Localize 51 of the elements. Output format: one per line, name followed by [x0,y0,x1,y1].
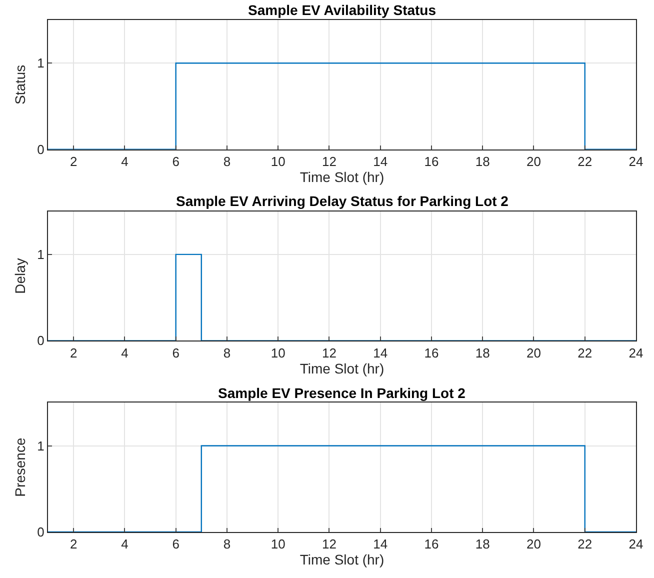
x-tick-label: 10 [270,536,286,552]
y-tick-label: 0 [37,524,44,540]
x-tick-label: 24 [628,345,644,360]
chart-title: Sample EV Arriving Delay Status for Parking Lot 2 [176,193,509,209]
x-tick-label: 18 [475,345,490,360]
x-tick-label: 20 [526,536,541,552]
x-tick-label: 14 [373,536,388,552]
x-tick-label: 16 [424,345,439,360]
x-tick-label: 2 [70,345,78,360]
x-tick-label: 6 [172,345,180,360]
x-tick-label: 2 [70,154,78,169]
x-axis-title: Time Slot (hr) [300,552,384,568]
x-tick-label: 2 [70,536,78,552]
x-tick-label: 18 [475,536,490,552]
x-tick-label: 16 [424,536,439,552]
x-axis-title: Time Slot (hr) [300,360,384,376]
x-tick-label: 16 [424,154,439,169]
x-tick-label: 12 [322,536,336,552]
x-tick-label: 12 [322,345,336,360]
x-tick-label: 10 [270,345,286,360]
x-tick-label: 14 [373,154,388,169]
y-tick-label: 1 [37,56,44,71]
y-tick-label: 0 [37,142,44,157]
x-tick-label: 8 [223,154,231,169]
y-tick-label: 1 [37,438,44,454]
x-tick-label: 22 [578,154,592,169]
x-tick-label: 8 [223,536,231,552]
x-tick-label: 22 [578,345,592,360]
y-tick-label: 1 [37,246,44,262]
chart-title: Sample EV Avilability Status [248,2,436,18]
x-tick-label: 8 [223,345,231,360]
x-tick-label: 20 [526,154,541,169]
x-tick-label: 4 [121,536,128,552]
x-axis-title: Time Slot (hr) [300,168,384,185]
y-axis-title: Status [12,64,28,105]
y-axis-title: Presence [12,438,28,497]
x-tick-label: 24 [628,536,644,552]
x-tick-label: 22 [578,536,592,552]
x-tick-label: 14 [373,345,388,360]
x-tick-label: 12 [322,154,336,169]
y-axis-title: Delay [12,258,28,294]
x-tick-label: 20 [526,345,541,360]
x-tick-label: 24 [628,154,644,169]
x-tick-label: 4 [121,345,128,360]
x-tick-label: 4 [121,154,128,169]
x-tick-label: 18 [475,154,490,169]
x-tick-label: 6 [172,536,180,552]
y-tick-label: 0 [37,333,44,348]
x-tick-label: 10 [270,154,286,169]
x-tick-label: 6 [172,154,180,169]
chart-title: Sample EV Presence In Parking Lot 2 [218,385,466,401]
